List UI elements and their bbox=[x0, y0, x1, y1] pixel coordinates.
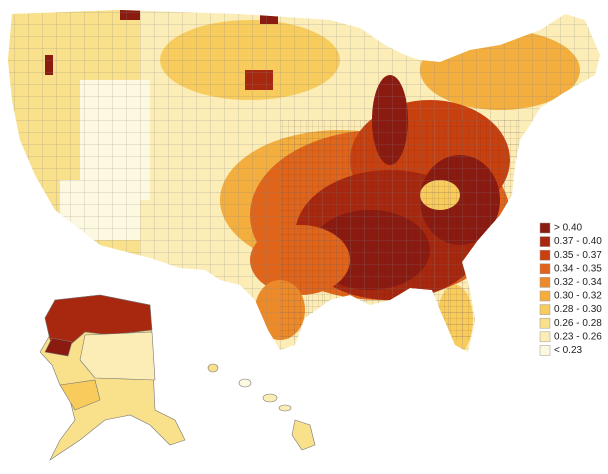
legend-label: 0.37 - 0.40 bbox=[554, 236, 602, 247]
county-borders bbox=[280, 120, 520, 340]
legend-label: 0.35 - 0.37 bbox=[554, 250, 602, 261]
legend-label: < 0.23 bbox=[554, 345, 583, 356]
alaska bbox=[39, 294, 186, 461]
legend-swatch bbox=[539, 236, 551, 247]
region bbox=[44, 294, 153, 346]
region bbox=[79, 331, 156, 381]
region bbox=[207, 363, 219, 373]
legend-swatch bbox=[539, 317, 551, 329]
legend-swatch bbox=[539, 331, 551, 343]
hawaii bbox=[207, 363, 316, 451]
legend-swatch bbox=[539, 222, 551, 234]
region bbox=[59, 379, 101, 411]
legend: > 0.40 0.37 - 0.40 0.35 - 0.37 0.34 - 0.35 0… bbox=[539, 222, 602, 356]
legend-label: 0.28 - 0.30 bbox=[554, 304, 602, 315]
legend-label: 0.30 - 0.32 bbox=[554, 291, 602, 302]
legend-label: 0.32 - 0.34 bbox=[554, 277, 602, 288]
legend-label: 0.26 - 0.28 bbox=[554, 318, 602, 329]
region bbox=[262, 393, 278, 403]
legend-swatch bbox=[539, 345, 551, 356]
legend-swatch bbox=[539, 304, 551, 315]
region bbox=[291, 419, 316, 451]
legend-label: 0.23 - 0.26 bbox=[554, 331, 602, 342]
legend-label: 0.34 - 0.35 bbox=[554, 263, 602, 274]
legend-swatch bbox=[539, 290, 551, 302]
legend-swatch bbox=[539, 263, 551, 275]
region bbox=[238, 378, 252, 388]
region bbox=[278, 404, 292, 412]
contiguous-us bbox=[8, 10, 600, 352]
legend-label: > 0.40 bbox=[554, 223, 583, 234]
legend-swatch bbox=[539, 277, 551, 288]
region bbox=[44, 337, 73, 357]
legend-swatch bbox=[539, 249, 551, 261]
